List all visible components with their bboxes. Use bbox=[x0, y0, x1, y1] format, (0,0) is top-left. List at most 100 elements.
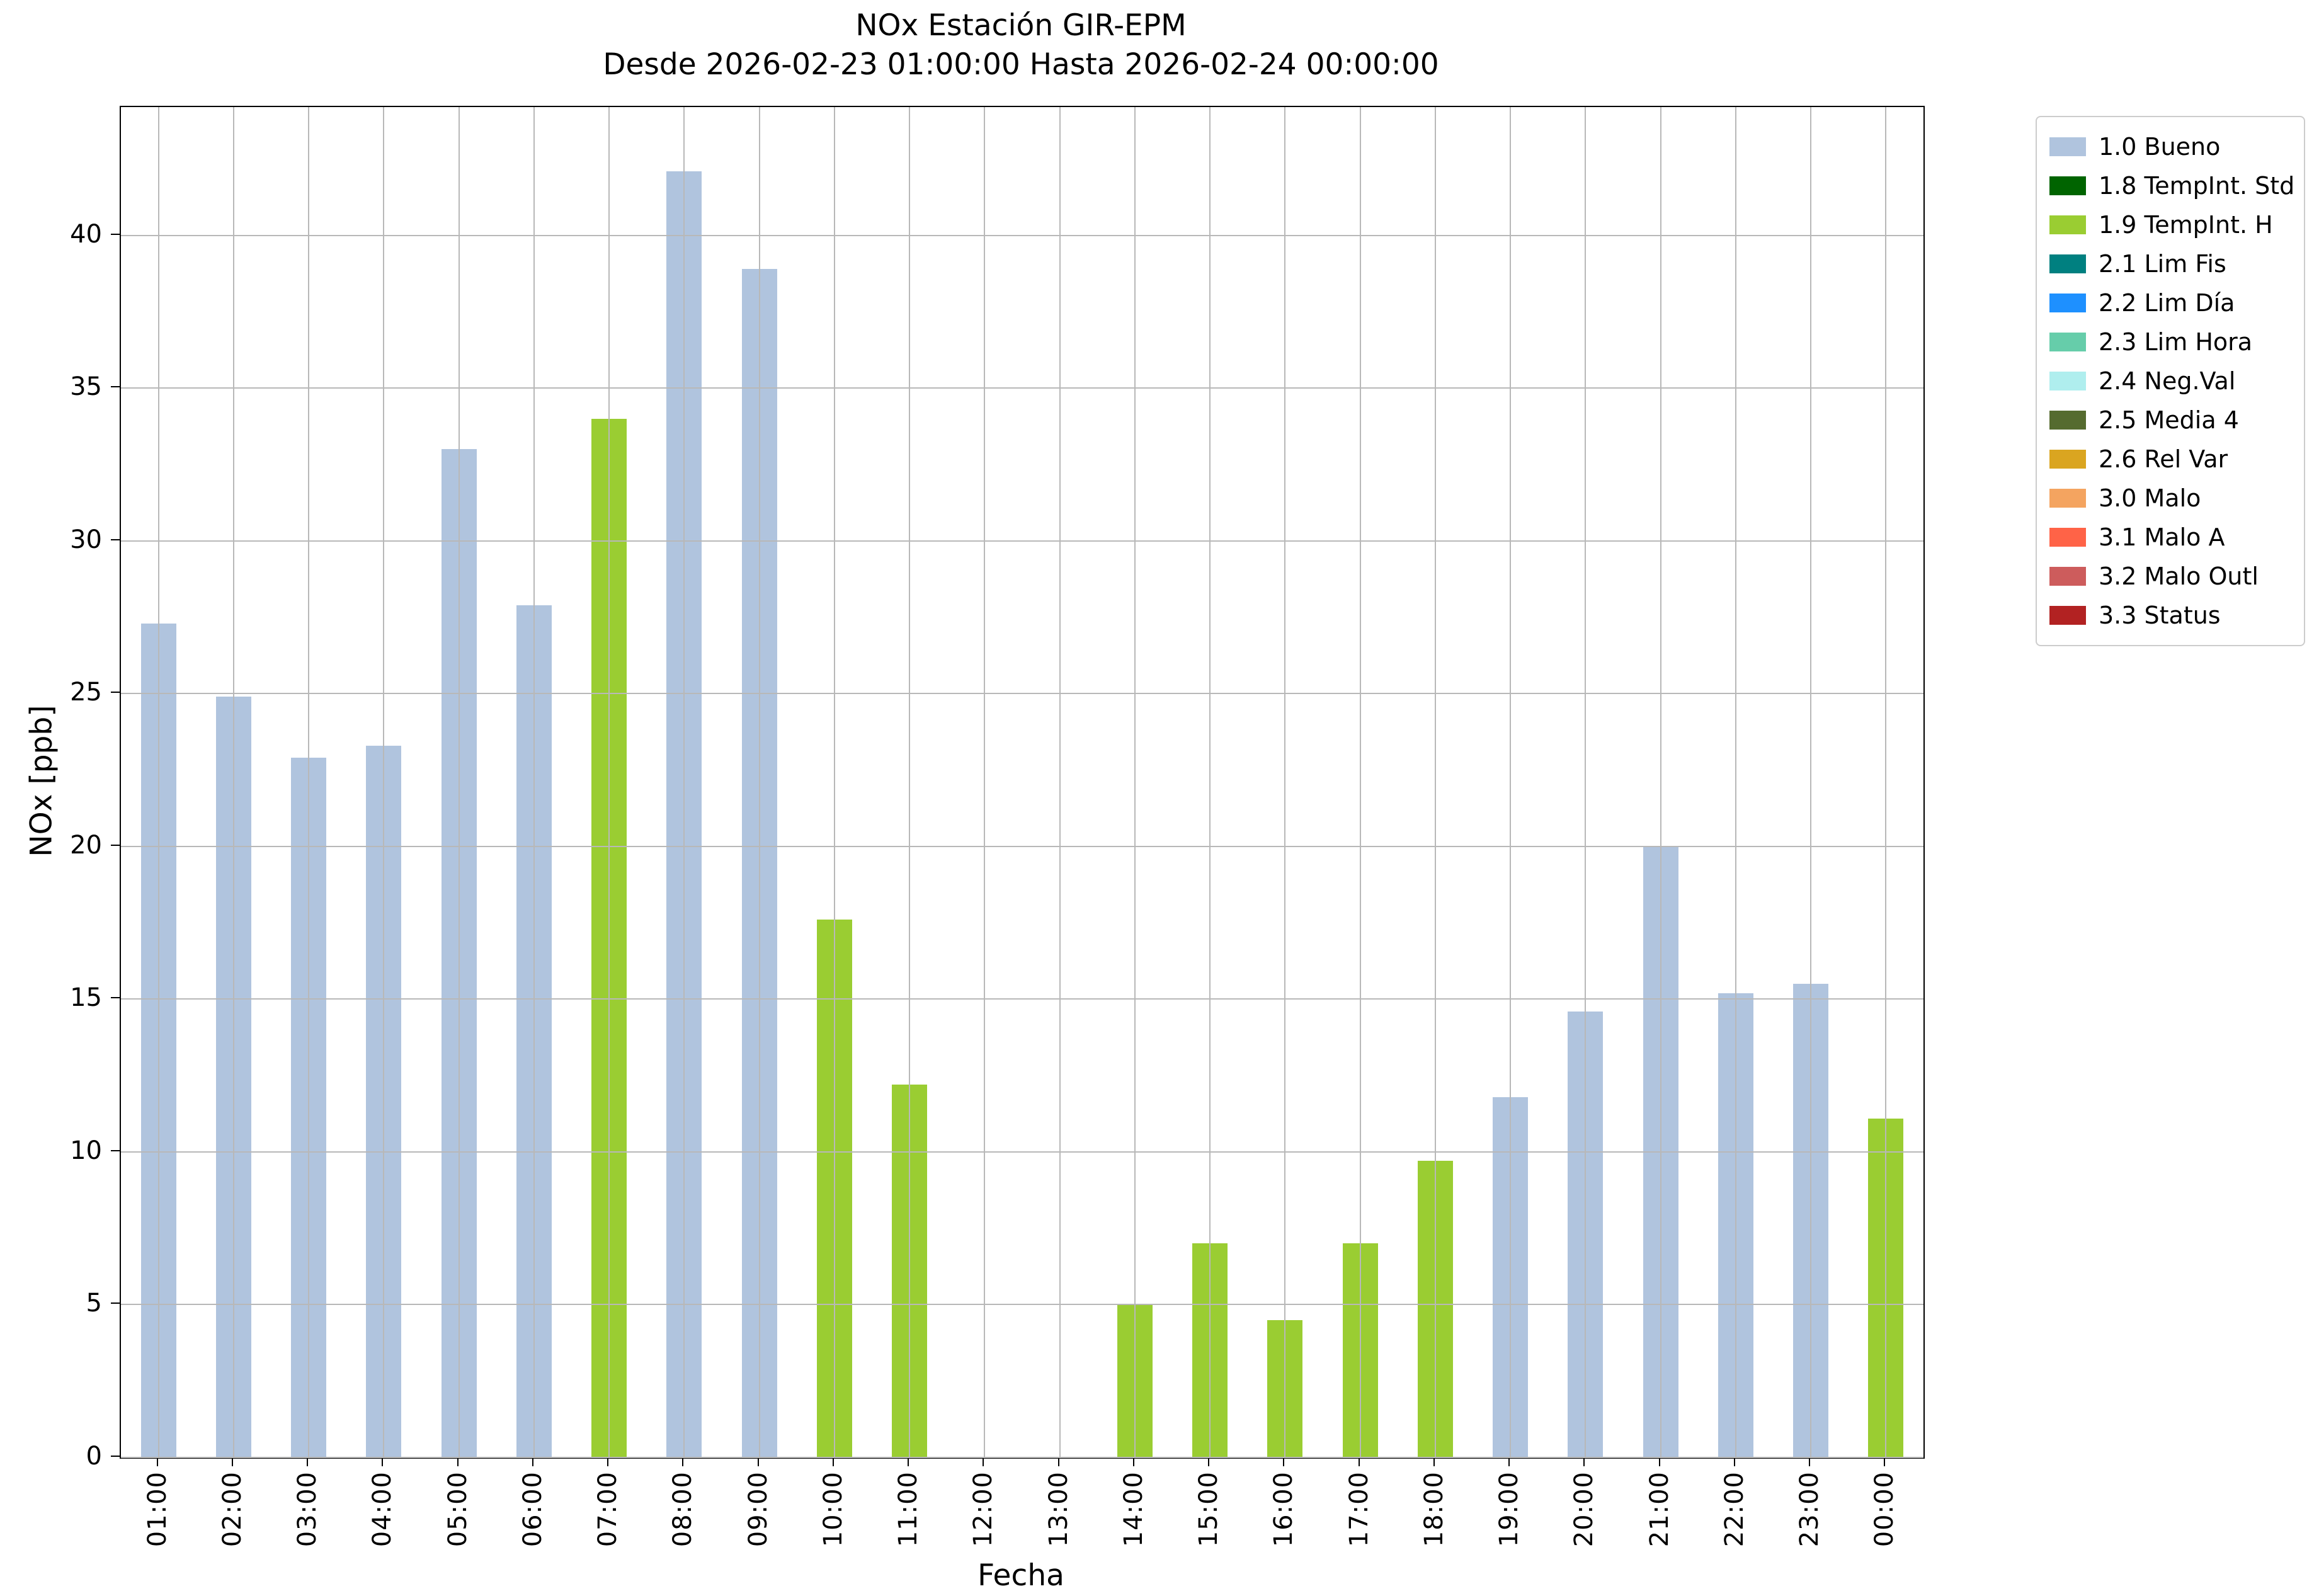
y-tick-mark bbox=[111, 539, 120, 540]
x-tick-mark bbox=[457, 1457, 459, 1466]
x-tick-mark bbox=[156, 1457, 158, 1466]
x-tick-label-21:00: 21:00 bbox=[1644, 1471, 1674, 1548]
x-tick-label-16:00: 16:00 bbox=[1269, 1471, 1299, 1548]
x-tick-label-02:00: 02:00 bbox=[217, 1471, 247, 1548]
x-tick-mark bbox=[532, 1457, 533, 1466]
y-tick-label: 20 bbox=[70, 830, 102, 860]
gridline-x-17:00 bbox=[1359, 107, 1361, 1457]
x-tick-label-20:00: 20:00 bbox=[1570, 1471, 1599, 1548]
gridline-x-23:00 bbox=[1810, 107, 1812, 1457]
x-tick-label-06:00: 06:00 bbox=[518, 1471, 547, 1548]
legend-swatch bbox=[2049, 333, 2086, 351]
legend-swatch bbox=[2049, 176, 2086, 195]
x-tick-label-12:00: 12:00 bbox=[969, 1471, 998, 1548]
legend-swatch bbox=[2049, 372, 2086, 390]
legend-label: 3.1 Malo A bbox=[2099, 523, 2225, 551]
legend-item: 2.6 Rel Var bbox=[2049, 440, 2291, 479]
gridline-x-09:00 bbox=[758, 107, 760, 1457]
x-tick-label-23:00: 23:00 bbox=[1795, 1471, 1825, 1548]
x-tick-mark bbox=[607, 1457, 609, 1466]
gridline-x-01:00 bbox=[157, 107, 159, 1457]
legend-label: 2.4 Neg.Val bbox=[2099, 367, 2236, 395]
legend-label: 2.5 Media 4 bbox=[2099, 406, 2239, 434]
legend-label: 2.2 Lim Día bbox=[2099, 289, 2235, 317]
x-tick-mark bbox=[832, 1457, 834, 1466]
x-tick-label-07:00: 07:00 bbox=[593, 1471, 623, 1548]
y-tick-mark bbox=[111, 844, 120, 846]
legend-label: 3.2 Malo Outl bbox=[2099, 562, 2259, 590]
x-tick-mark bbox=[382, 1457, 384, 1466]
legend-swatch bbox=[2049, 489, 2086, 508]
gridline-x-12:00 bbox=[984, 107, 986, 1457]
gridline-y-25 bbox=[121, 693, 1923, 695]
x-tick-mark bbox=[757, 1457, 759, 1466]
x-tick-label-10:00: 10:00 bbox=[818, 1471, 848, 1548]
y-tick-mark bbox=[111, 386, 120, 388]
legend-item: 2.1 Lim Fis bbox=[2049, 244, 2291, 283]
x-tick-label-05:00: 05:00 bbox=[443, 1471, 472, 1548]
gridline-x-19:00 bbox=[1510, 107, 1512, 1457]
x-tick-mark bbox=[1809, 1457, 1811, 1466]
gridline-x-15:00 bbox=[1209, 107, 1211, 1457]
y-tick-label: 40 bbox=[70, 219, 102, 249]
gridline-x-02:00 bbox=[232, 107, 234, 1457]
y-tick-mark bbox=[111, 692, 120, 693]
legend-label: 3.0 Malo bbox=[2099, 484, 2201, 512]
y-tick-label: 10 bbox=[70, 1136, 102, 1165]
legend-label: 2.3 Lim Hora bbox=[2099, 328, 2253, 356]
x-tick-label-22:00: 22:00 bbox=[1719, 1471, 1749, 1548]
gridline-y-0 bbox=[121, 1457, 1923, 1458]
y-tick-label: 15 bbox=[70, 983, 102, 1013]
gridline-x-14:00 bbox=[1134, 107, 1136, 1457]
x-tick-mark bbox=[1433, 1457, 1435, 1466]
gridline-x-04:00 bbox=[383, 107, 385, 1457]
x-tick-mark bbox=[1208, 1457, 1210, 1466]
legend-swatch bbox=[2049, 294, 2086, 312]
legend-item: 2.5 Media 4 bbox=[2049, 401, 2291, 440]
gridline-x-03:00 bbox=[308, 107, 310, 1457]
x-tick-mark bbox=[1583, 1457, 1585, 1466]
legend-label: 3.3 Status bbox=[2099, 601, 2221, 629]
plot-area bbox=[120, 106, 1925, 1459]
x-tick-label-09:00: 09:00 bbox=[743, 1471, 773, 1548]
x-tick-mark bbox=[908, 1457, 909, 1466]
x-tick-mark bbox=[1508, 1457, 1510, 1466]
legend-swatch bbox=[2049, 567, 2086, 586]
chart-title: NOx Estación GIR-EPM Desde 2026-02-23 01… bbox=[120, 6, 1922, 84]
gridline-x-05:00 bbox=[458, 107, 460, 1457]
x-tick-mark bbox=[307, 1457, 309, 1466]
legend-item: 3.2 Malo Outl bbox=[2049, 557, 2291, 596]
legend-swatch bbox=[2049, 450, 2086, 469]
legend-label: 1.9 TempInt. H bbox=[2099, 211, 2273, 239]
y-tick-label: 0 bbox=[86, 1442, 102, 1471]
legend-swatch bbox=[2049, 137, 2086, 156]
gridline-x-22:00 bbox=[1735, 107, 1736, 1457]
y-tick-mark bbox=[111, 233, 120, 235]
gridline-x-16:00 bbox=[1284, 107, 1286, 1457]
gridline-y-5 bbox=[121, 1304, 1923, 1306]
x-tick-mark bbox=[983, 1457, 984, 1466]
y-tick-label: 35 bbox=[70, 372, 102, 402]
legend-swatch bbox=[2049, 528, 2086, 547]
gridline-y-30 bbox=[121, 540, 1923, 542]
x-tick-label-17:00: 17:00 bbox=[1344, 1471, 1374, 1548]
x-tick-label-13:00: 13:00 bbox=[1044, 1471, 1073, 1548]
legend-item: 2.2 Lim Día bbox=[2049, 283, 2291, 322]
gridline-y-40 bbox=[121, 234, 1923, 236]
y-tick-mark bbox=[111, 1149, 120, 1151]
chart-title-line2: Desde 2026-02-23 01:00:00 Hasta 2026-02-… bbox=[603, 47, 1439, 82]
x-tick-mark bbox=[1283, 1457, 1285, 1466]
y-tick-mark bbox=[111, 997, 120, 999]
legend-item: 1.8 TempInt. Std bbox=[2049, 166, 2294, 205]
x-tick-mark bbox=[1358, 1457, 1360, 1466]
gridline-y-10 bbox=[121, 1151, 1923, 1153]
legend-item: 2.4 Neg.Val bbox=[2049, 362, 2291, 401]
x-tick-label-00:00: 00:00 bbox=[1870, 1471, 1900, 1548]
legend-item: 1.9 TempInt. H bbox=[2049, 205, 2291, 244]
y-tick-label: 25 bbox=[70, 678, 102, 707]
legend-label: 1.0 Bueno bbox=[2099, 133, 2221, 161]
legend-swatch bbox=[2049, 411, 2086, 430]
gridline-x-07:00 bbox=[608, 107, 610, 1457]
legend-swatch bbox=[2049, 215, 2086, 234]
legend-label: 2.6 Rel Var bbox=[2099, 445, 2228, 473]
